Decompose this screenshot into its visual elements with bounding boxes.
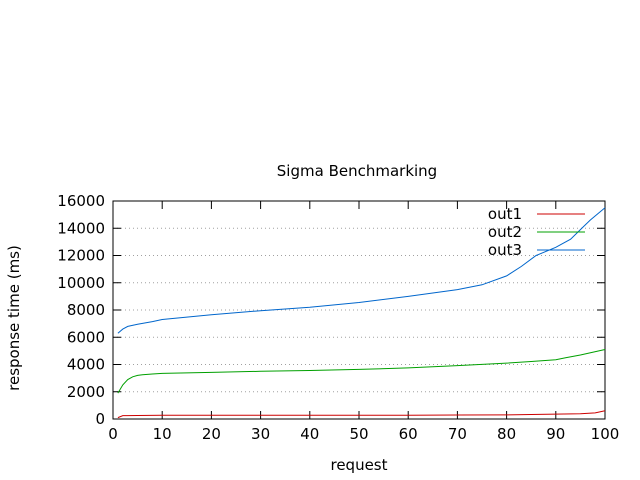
series-line-out1	[117, 410, 606, 419]
legend-label-out1: out1	[488, 205, 522, 223]
legend-label-out3: out3	[488, 241, 522, 259]
series-line-out2	[117, 349, 606, 394]
y-tick-label: 6000	[67, 328, 105, 346]
x-tick-label: 50	[349, 425, 368, 443]
y-tick-label: 8000	[67, 301, 105, 319]
x-tick-label: 40	[300, 425, 319, 443]
x-tick-label: 60	[399, 425, 418, 443]
series-line-out3	[117, 207, 606, 334]
x-tick-label: 100	[591, 425, 620, 443]
y-tick-label: 0	[95, 410, 105, 428]
chart-title: Sigma Benchmarking	[277, 162, 437, 180]
y-tick-label: 12000	[57, 247, 105, 265]
x-tick-label: 70	[448, 425, 467, 443]
y-tick-label: 10000	[57, 274, 105, 292]
x-axis-label: request	[330, 456, 387, 474]
x-tick-label: 90	[546, 425, 565, 443]
series-lines	[117, 207, 606, 419]
x-tick-label: 80	[497, 425, 516, 443]
x-tick-label: 0	[108, 425, 118, 443]
y-tick-label: 4000	[67, 356, 105, 374]
axis-ticks: 0 2000 4000 6000 8000 10000 12000 14000 16000 0 10…	[57, 192, 619, 443]
legend-label-out2: out2	[488, 223, 522, 241]
x-tick-label: 30	[251, 425, 270, 443]
y-tick-label: 14000	[57, 219, 105, 237]
y-tick-label: 16000	[57, 192, 105, 210]
x-tick-label: 20	[202, 425, 221, 443]
y-axis-label: response time (ms)	[5, 245, 23, 391]
y-tick-label: 2000	[67, 383, 105, 401]
x-tick-label: 10	[153, 425, 172, 443]
